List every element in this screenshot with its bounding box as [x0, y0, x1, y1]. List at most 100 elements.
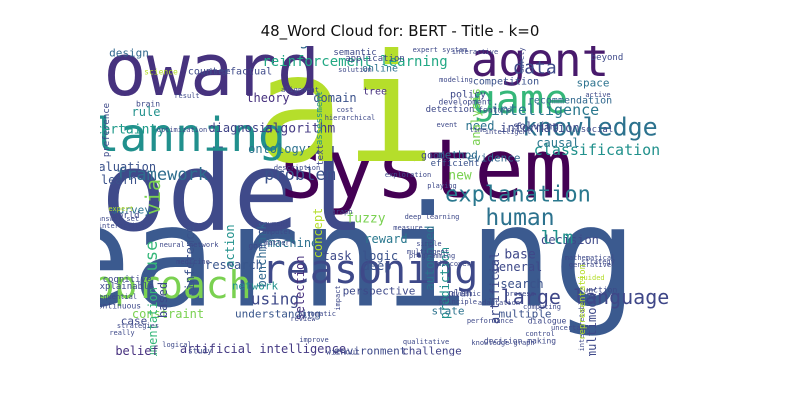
word-process: process [505, 290, 535, 298]
word-event: event [436, 121, 457, 129]
word-reinforcement-learning: reinforcement learning [262, 54, 447, 70]
word-theory: theory [246, 91, 289, 105]
word-evidence: evidence [468, 152, 521, 165]
word-task: task [323, 249, 353, 263]
word-expert-system: expert system [413, 46, 468, 54]
word-representation: representation [578, 264, 588, 340]
word-medicine: medicine [176, 258, 210, 266]
word-dynamic: dynamic [451, 290, 481, 298]
word-automated: automated [423, 225, 437, 290]
word-explainable: explainable [100, 282, 154, 292]
word-optimization: optimization [157, 126, 208, 134]
word-space: space [576, 77, 609, 90]
word-based: based [156, 282, 170, 318]
word-model: model [100, 128, 366, 256]
word-knowledge-graph: knowledge graph [471, 339, 534, 347]
word-large: large [209, 68, 230, 76]
word-interaction: interaction [100, 222, 144, 230]
word-application: application [345, 54, 405, 64]
word-large-language: large language [501, 285, 670, 309]
word-without: without [326, 348, 360, 357]
word-modeling: modeling [439, 76, 473, 84]
word-new: new [448, 169, 472, 184]
word-online: online [362, 64, 398, 75]
word-network: network [232, 280, 279, 293]
word-decision: decision [541, 233, 599, 247]
word-exploration: exploration [385, 171, 431, 179]
word-solution: solution [338, 66, 372, 74]
word-generative: generative [569, 261, 611, 269]
word-interactive: interactive [452, 48, 498, 56]
word-ai: ai [255, 46, 436, 197]
word-competition: competition [473, 77, 539, 88]
word-feature: feature [478, 106, 512, 115]
word-improve: improve [299, 336, 329, 344]
word-belief: belief [115, 344, 158, 356]
word-description: description [274, 164, 320, 172]
word-causal: causal [536, 136, 579, 150]
word-policy: policy [450, 90, 486, 101]
word-human: human [485, 205, 554, 231]
word-continuous: continuous [100, 302, 141, 311]
word-text: text [316, 144, 326, 166]
word-goal: goal [248, 242, 267, 251]
chart-title: 48_Word Cloud for: BERT - Title - k=0 [260, 22, 540, 40]
word-data: data [513, 58, 556, 79]
word-search: search [500, 277, 543, 291]
word-expert: expert [108, 205, 133, 213]
word-neural-network: neural network [159, 241, 219, 249]
word-use: use [142, 241, 162, 272]
word-selection: selection [293, 255, 307, 320]
word-research: research [205, 258, 263, 272]
word-control: control [525, 330, 555, 338]
word-inference: inference [183, 225, 197, 290]
word-knowledge: knowledge [522, 113, 657, 142]
word-intelligent: intelligent [485, 128, 531, 136]
word-answer-set: answer set [100, 215, 139, 223]
word-impact: impact [334, 285, 342, 310]
word-cost: cost [337, 106, 354, 114]
word-efficient: efficient [431, 159, 480, 169]
word-logic: logic [362, 249, 398, 263]
word-preference: preference [102, 103, 112, 157]
word-diagnosis: diagnosis [208, 121, 273, 135]
word-argumentation: argumentation [146, 287, 160, 356]
word-classification: classification [534, 141, 660, 159]
word-strategies: strategies [117, 322, 159, 330]
word-active: active [585, 91, 610, 99]
word-agent: agent [471, 46, 609, 87]
word-intelligence: intelligence [491, 101, 599, 119]
word-computing: computing [523, 303, 561, 311]
word-assessment: assessment [315, 91, 325, 145]
word-matter: matter [264, 239, 289, 247]
word-counterfactual: counterfactual [188, 67, 272, 78]
word-understanding: understanding [235, 308, 321, 321]
word-fuzzy: fuzzy [346, 212, 385, 227]
word-study: study [188, 347, 212, 356]
word-graph: graph [331, 208, 352, 216]
word-via: via [141, 179, 165, 215]
word-multiagent: multiagent [407, 248, 449, 256]
word-survey: survey [111, 204, 151, 217]
word-base: base [504, 248, 535, 263]
word-solving: solving [513, 120, 559, 133]
word-dialogue: dialogue [528, 317, 567, 326]
word-cloud: learningmodelsystemaitoward agent planning… [100, 46, 670, 357]
word-semantic: semantic [333, 48, 376, 58]
word-decision-making: decision making [484, 337, 556, 346]
word-function: function [579, 286, 618, 295]
word-case: case [121, 315, 148, 328]
word-social: social [581, 125, 614, 135]
word-algorithm: algorithm [265, 122, 336, 137]
word-concept: concept [311, 208, 325, 259]
word-tree: tree [363, 87, 387, 98]
word-uncertain: uncertain [551, 324, 589, 332]
word-science: science [144, 68, 178, 77]
word-method: method [438, 149, 478, 162]
word-need: need [466, 119, 495, 133]
word-hierarchical: hierarchical [325, 114, 376, 122]
word-argument: argument [255, 220, 289, 228]
word-toward: toward [100, 46, 320, 112]
word-explanation: explanation [445, 183, 591, 208]
